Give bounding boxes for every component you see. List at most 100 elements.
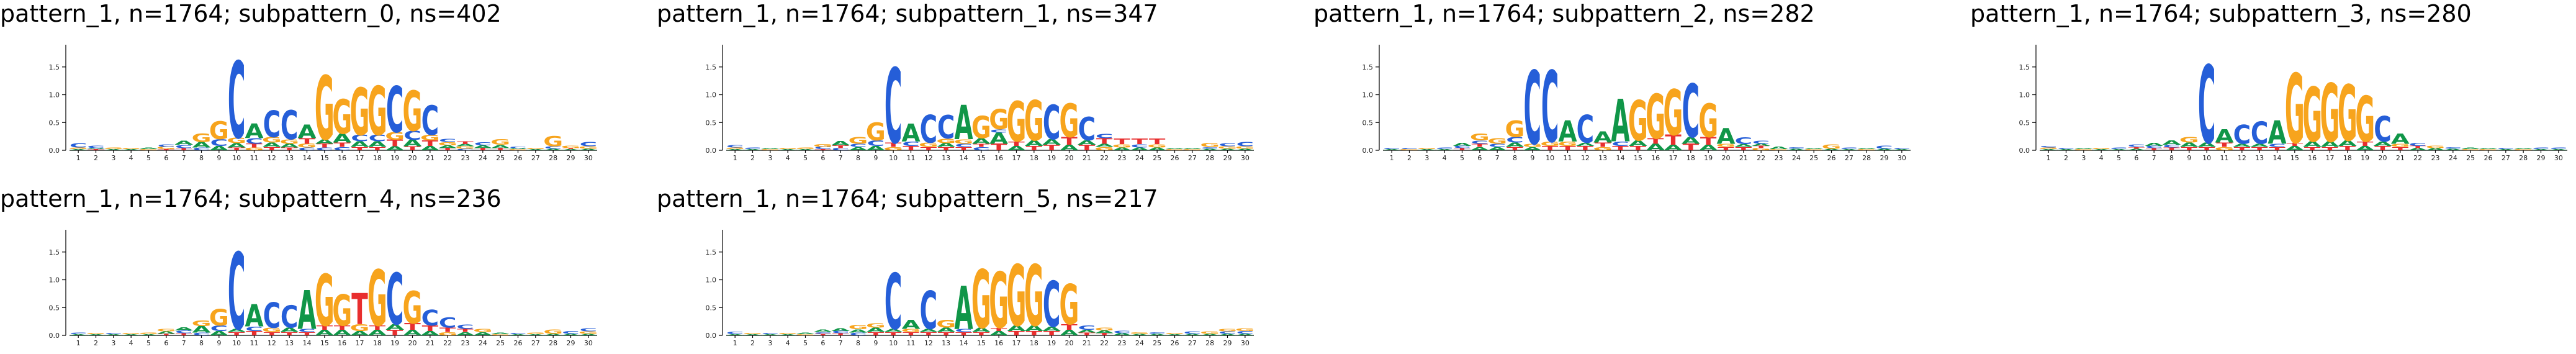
x-tick-label: 29 [567, 154, 575, 162]
logo-letter-guanine: G [1200, 331, 1220, 335]
logo-letter-thymine: T [2199, 146, 2215, 152]
logo-letter-thymine: T [885, 331, 902, 337]
x-tick-label: 26 [1171, 339, 1179, 347]
x-tick-label: 7 [182, 154, 186, 162]
logo-letter-adenine: A [385, 323, 405, 332]
logo-letter-guanine: G [1165, 149, 1185, 151]
logo-letter-adenine: A [2479, 148, 2498, 150]
logo-letter-thymine: T [973, 331, 990, 337]
logo-letter-thymine: T [921, 146, 937, 152]
logo-letter-cytosine: C [1875, 144, 1893, 150]
x-tick-label: 17 [356, 339, 364, 347]
x-tick-label: 2 [750, 339, 755, 347]
logo-letter-cytosine: C [1236, 141, 1254, 148]
logo-letter-cytosine: C [814, 147, 832, 150]
logo-letter-guanine: G [350, 75, 370, 150]
logo-letter-thymine: T [1647, 137, 1664, 145]
logo-letter-adenine: A [526, 334, 546, 336]
y-tick-label: 1.5 [706, 63, 717, 71]
logo-letter-cytosine: C [403, 129, 421, 143]
logo-letter-cytosine: C [456, 148, 474, 151]
x-tick-label: 22 [443, 339, 452, 347]
x-tick-label: 27 [1188, 339, 1197, 347]
logo-letter-adenine: A [1875, 148, 1894, 151]
logo-letter-adenine: A [1165, 148, 1184, 150]
x-tick-label: 14 [1616, 154, 1625, 162]
logo-letter-thymine: T [903, 331, 919, 337]
x-tick-label: 18 [373, 154, 382, 162]
x-tick-label: 13 [1598, 154, 1607, 162]
logo-letter-adenine: A [1130, 334, 1150, 336]
logo-letter-adenine: A [901, 317, 920, 332]
x-tick-label: 11 [907, 339, 916, 347]
logo-letter-adenine: A [280, 327, 299, 334]
logo-letter-cytosine: C [885, 48, 903, 168]
logo-letter-thymine: T [158, 149, 175, 151]
logo-letter-adenine: A [350, 140, 369, 148]
logo-letter-adenine: A [1382, 149, 1402, 151]
logo-letter-guanine: G [743, 333, 763, 335]
logo-letter-cytosine: C [245, 137, 263, 145]
logo-letter-adenine: A [1435, 149, 1454, 151]
logo-letter-adenine: A [867, 327, 885, 334]
x-tick-label: 6 [821, 339, 825, 347]
x-tick-label: 29 [1880, 154, 1889, 162]
logo-letter-cytosine: C [298, 328, 316, 334]
logo-letter-adenine: A [192, 140, 211, 149]
logo-letter-adenine: A [1060, 329, 1079, 337]
y-tick-label: 1.5 [2019, 63, 2030, 71]
logo-letter-adenine: A [2145, 142, 2164, 147]
x-tick-label: 18 [1687, 154, 1695, 162]
logo-letter-thymine: T [2163, 147, 2180, 151]
logo-letter-adenine: A [315, 138, 334, 145]
logo-letter-guanine: G [1147, 143, 1167, 149]
logo-letter-guanine: G [2302, 73, 2322, 160]
logo-letter-adenine: A [1236, 334, 1255, 336]
x-tick-label: 15 [977, 339, 986, 347]
panel-title: pattern_1, n=1764; subpattern_2, ns=282 [1313, 0, 1815, 27]
logo-letter-cytosine: C [175, 144, 193, 150]
logo-letter-adenine: A [403, 138, 421, 148]
logo-letter-thymine: T [457, 140, 474, 145]
logo-letter-adenine: A [1787, 148, 1806, 151]
x-tick-label: 18 [1030, 154, 1038, 162]
x-tick-label: 14 [960, 339, 968, 347]
logo-letter-guanine: G [279, 138, 299, 145]
logo-letter-adenine: A [139, 334, 158, 336]
logo-letter-thymine: T [299, 331, 315, 337]
logo-letter-adenine: A [2268, 114, 2287, 152]
logo-letter-guanine: G [1417, 148, 1437, 150]
logo-letter-guanine: G [1769, 149, 1789, 151]
logo-letter-thymine: T [2340, 145, 2356, 152]
logo-letter-guanine: G [297, 143, 317, 149]
x-tick-label: 3 [111, 154, 115, 162]
logo-letter-adenine: A [297, 279, 316, 342]
x-tick-label: 5 [146, 339, 151, 347]
logo-letter-thymine: T [176, 147, 192, 151]
x-tick-label: 8 [2169, 154, 2174, 162]
logo-letter-thymine: T [832, 145, 849, 149]
y-tick-label: 0.0 [706, 332, 717, 340]
x-tick-label: 18 [2343, 154, 2352, 162]
x-tick-label: 10 [1546, 154, 1554, 162]
logo-letter-adenine: A [297, 121, 316, 143]
y-tick-label: 0.5 [706, 119, 717, 127]
logo-letter-adenine: A [814, 329, 833, 333]
logo-letter-thymine: T [562, 148, 579, 150]
logo-letter-cytosine: C [726, 145, 744, 148]
logo-letter-cytosine: C [192, 332, 210, 336]
x-tick-label: 19 [1047, 154, 1056, 162]
x-tick-label: 23 [1118, 339, 1127, 347]
x-tick-label: 13 [942, 339, 950, 347]
logo-letter-adenine: A [2109, 149, 2128, 151]
logo-letter-thymine: T [317, 143, 334, 149]
logo-letter-guanine: G [332, 91, 352, 145]
sequence-logo-chart: 0.00.51.01.51AC2AG3AC4AG5GA6TCA7TCA8CAG9… [706, 230, 1255, 347]
x-tick-label: 2 [2064, 154, 2068, 162]
logo-letter-guanine: G [813, 143, 833, 148]
logo-letter-guanine: G [579, 331, 598, 335]
logo-letter-cytosine: C [544, 146, 562, 150]
x-tick-label: 6 [2134, 154, 2138, 162]
x-tick-label: 16 [1651, 154, 1660, 162]
x-tick-label: 25 [496, 339, 505, 347]
